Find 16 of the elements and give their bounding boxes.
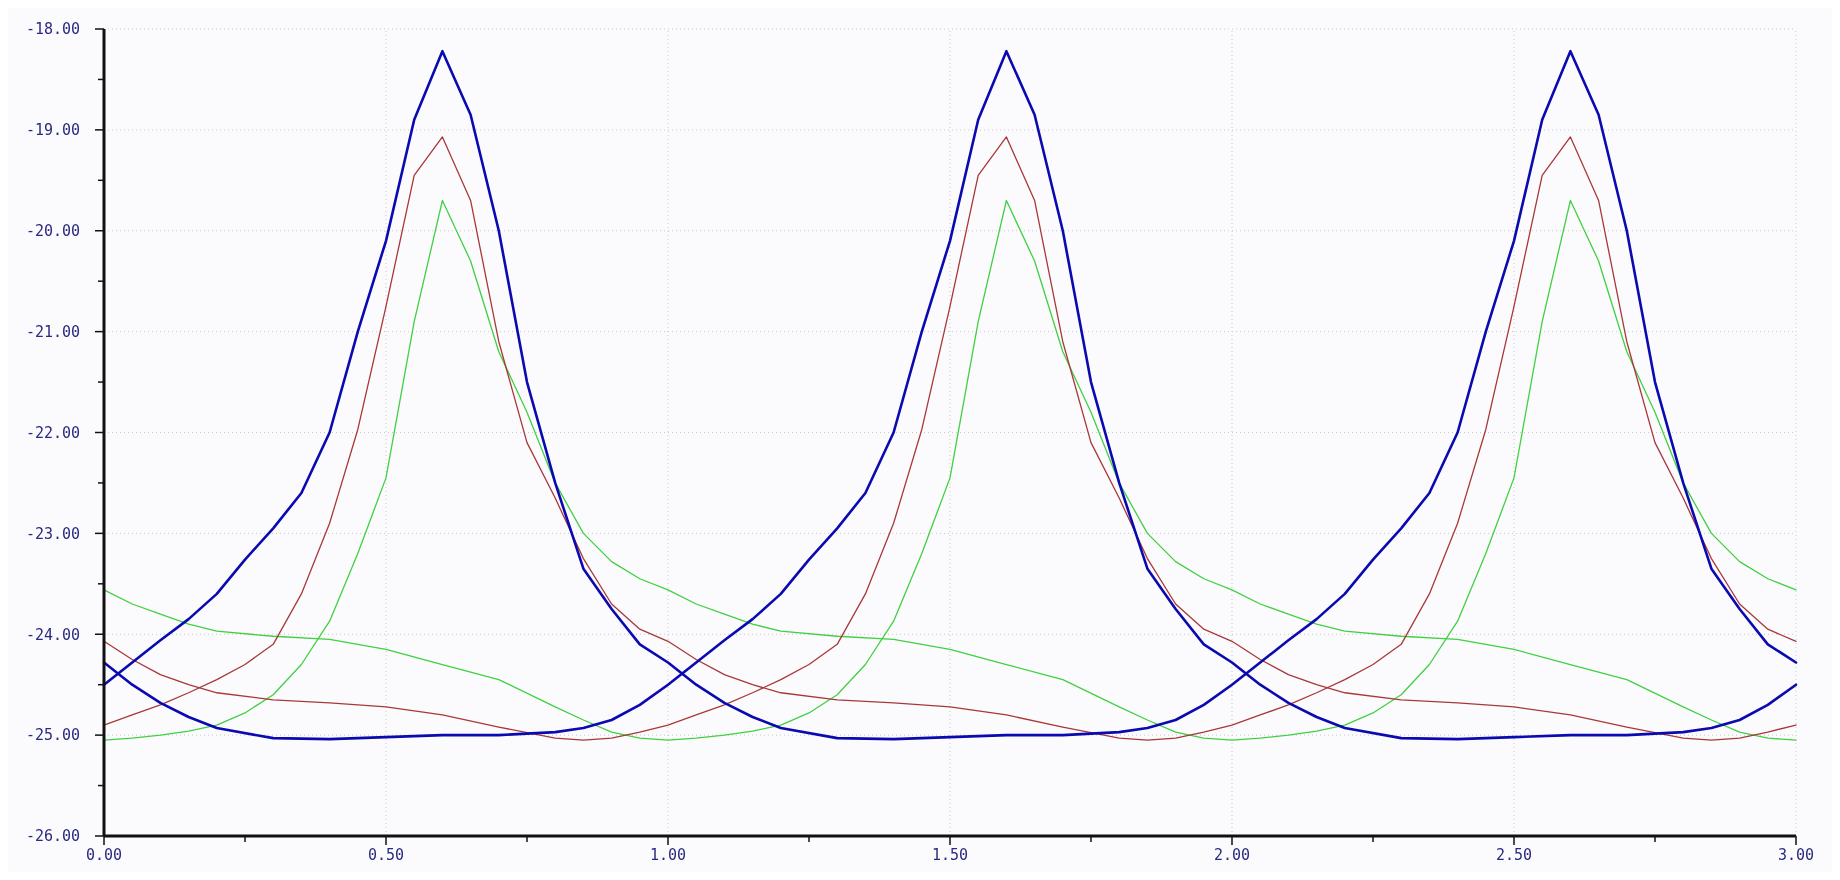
x-tick-label: 2.50 [1495, 846, 1533, 864]
y-tick-label: -23.00 [25, 524, 81, 543]
y-tick-label: -19.00 [25, 121, 81, 140]
y-tick-label: -22.00 [25, 423, 81, 442]
y-tick-label: -25.00 [25, 726, 81, 745]
x-tick-label: 2.00 [1213, 846, 1251, 864]
x-tick-label: 0.00 [85, 846, 123, 864]
y-tick-label: -20.00 [25, 222, 81, 240]
x-tick-label: 1.50 [931, 846, 969, 864]
y-tick-label: -26.00 [25, 827, 81, 846]
x-tick-label: 3.00 [1777, 846, 1815, 864]
x-tick-label: 0.50 [367, 846, 405, 864]
x-tick-label: 1.00 [649, 846, 687, 864]
y-tick-label: -18.00 [25, 20, 81, 39]
y-tick-label: -24.00 [25, 625, 81, 644]
y-tick-label: -21.00 [25, 322, 81, 341]
